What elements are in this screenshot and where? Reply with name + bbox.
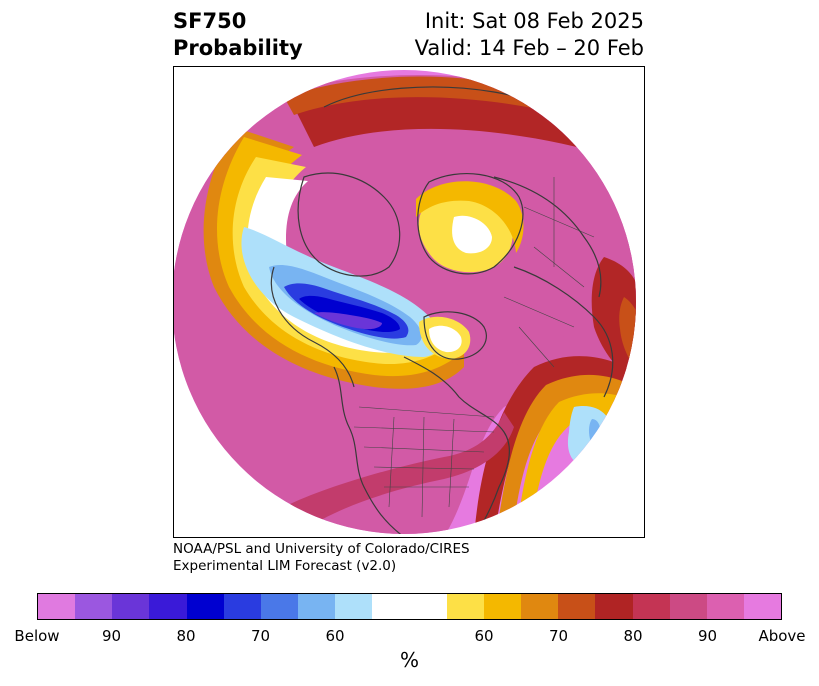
colorbar-swatch <box>372 594 410 619</box>
colorbar-tick-labels: Below 90 80 70 60 60 70 80 90 Above <box>14 627 805 647</box>
variable-title: SF750 <box>173 9 247 33</box>
colorbar-swatch <box>521 594 559 619</box>
field-atlantic-gold <box>516 393 636 534</box>
colorbar-swatch <box>186 594 224 619</box>
colorbar-tick: Below <box>14 627 60 645</box>
colorbar-tick: 60 <box>474 627 494 645</box>
colorbar-swatch <box>260 594 299 619</box>
probability-colorbar <box>37 593 782 620</box>
valid-range: Valid: 14 Feb – 20 Feb <box>414 36 644 60</box>
colorbar-tick: 70 <box>250 627 271 645</box>
field-greenland-white <box>452 215 492 254</box>
credit-text: NOAA/PSL and University of Colorado/CIRE… <box>173 541 470 575</box>
colorbar-swatch <box>409 594 447 619</box>
colorbar-tick: 90 <box>697 627 718 645</box>
init-date: Init: Sat 08 Feb 2025 <box>424 9 644 33</box>
product-title: Probability <box>173 36 303 60</box>
colorbar-swatch <box>595 594 633 619</box>
colorbar-unit: % <box>399 648 419 672</box>
title-left: SF750 Probability <box>173 8 303 62</box>
field-east-rust <box>619 297 636 377</box>
credit-line-2: Experimental LIM Forecast (v2.0) <box>173 558 397 574</box>
field-us-rose <box>274 412 514 534</box>
colorbar-swatch <box>669 594 707 619</box>
colorbar-swatch <box>706 594 744 619</box>
colorbar-tick: 90 <box>101 627 122 645</box>
forecast-map <box>173 66 645 538</box>
colorbar-swatch <box>446 594 484 619</box>
colorbar-swatch <box>75 594 113 619</box>
field-hudson-white <box>429 325 462 353</box>
colorbar-swatch <box>483 594 522 619</box>
field-violet <box>314 312 382 330</box>
coastlines <box>270 86 615 534</box>
colorbar-swatch <box>149 594 187 619</box>
political-borders <box>353 177 595 518</box>
field-atlantic-red <box>474 356 636 534</box>
field-greenland-gold <box>416 181 524 253</box>
colorbar-swatch <box>558 594 596 619</box>
colorbar-swatch <box>298 594 336 619</box>
colorbar-tick: 70 <box>548 627 569 645</box>
colorbar-swatch <box>223 594 261 619</box>
colorbar-swatch <box>112 594 150 619</box>
colorbar-swatch <box>335 594 373 619</box>
colorbar-tick: 80 <box>176 627 196 645</box>
colorbar-swatch <box>632 594 670 619</box>
map-svg <box>174 70 636 534</box>
colorbar-tick: 60 <box>325 627 345 645</box>
colorbar-swatch <box>38 594 76 619</box>
colorbar-tick: Above <box>758 627 806 645</box>
field-atlantic-orange <box>496 374 636 534</box>
credit-line-1: NOAA/PSL and University of Colorado/CIRE… <box>173 541 470 557</box>
colorbar-swatch <box>743 594 782 619</box>
title-right: Init: Sat 08 Feb 2025 Valid: 14 Feb – 20… <box>415 8 644 62</box>
colorbar-tick: 80 <box>623 627 643 645</box>
